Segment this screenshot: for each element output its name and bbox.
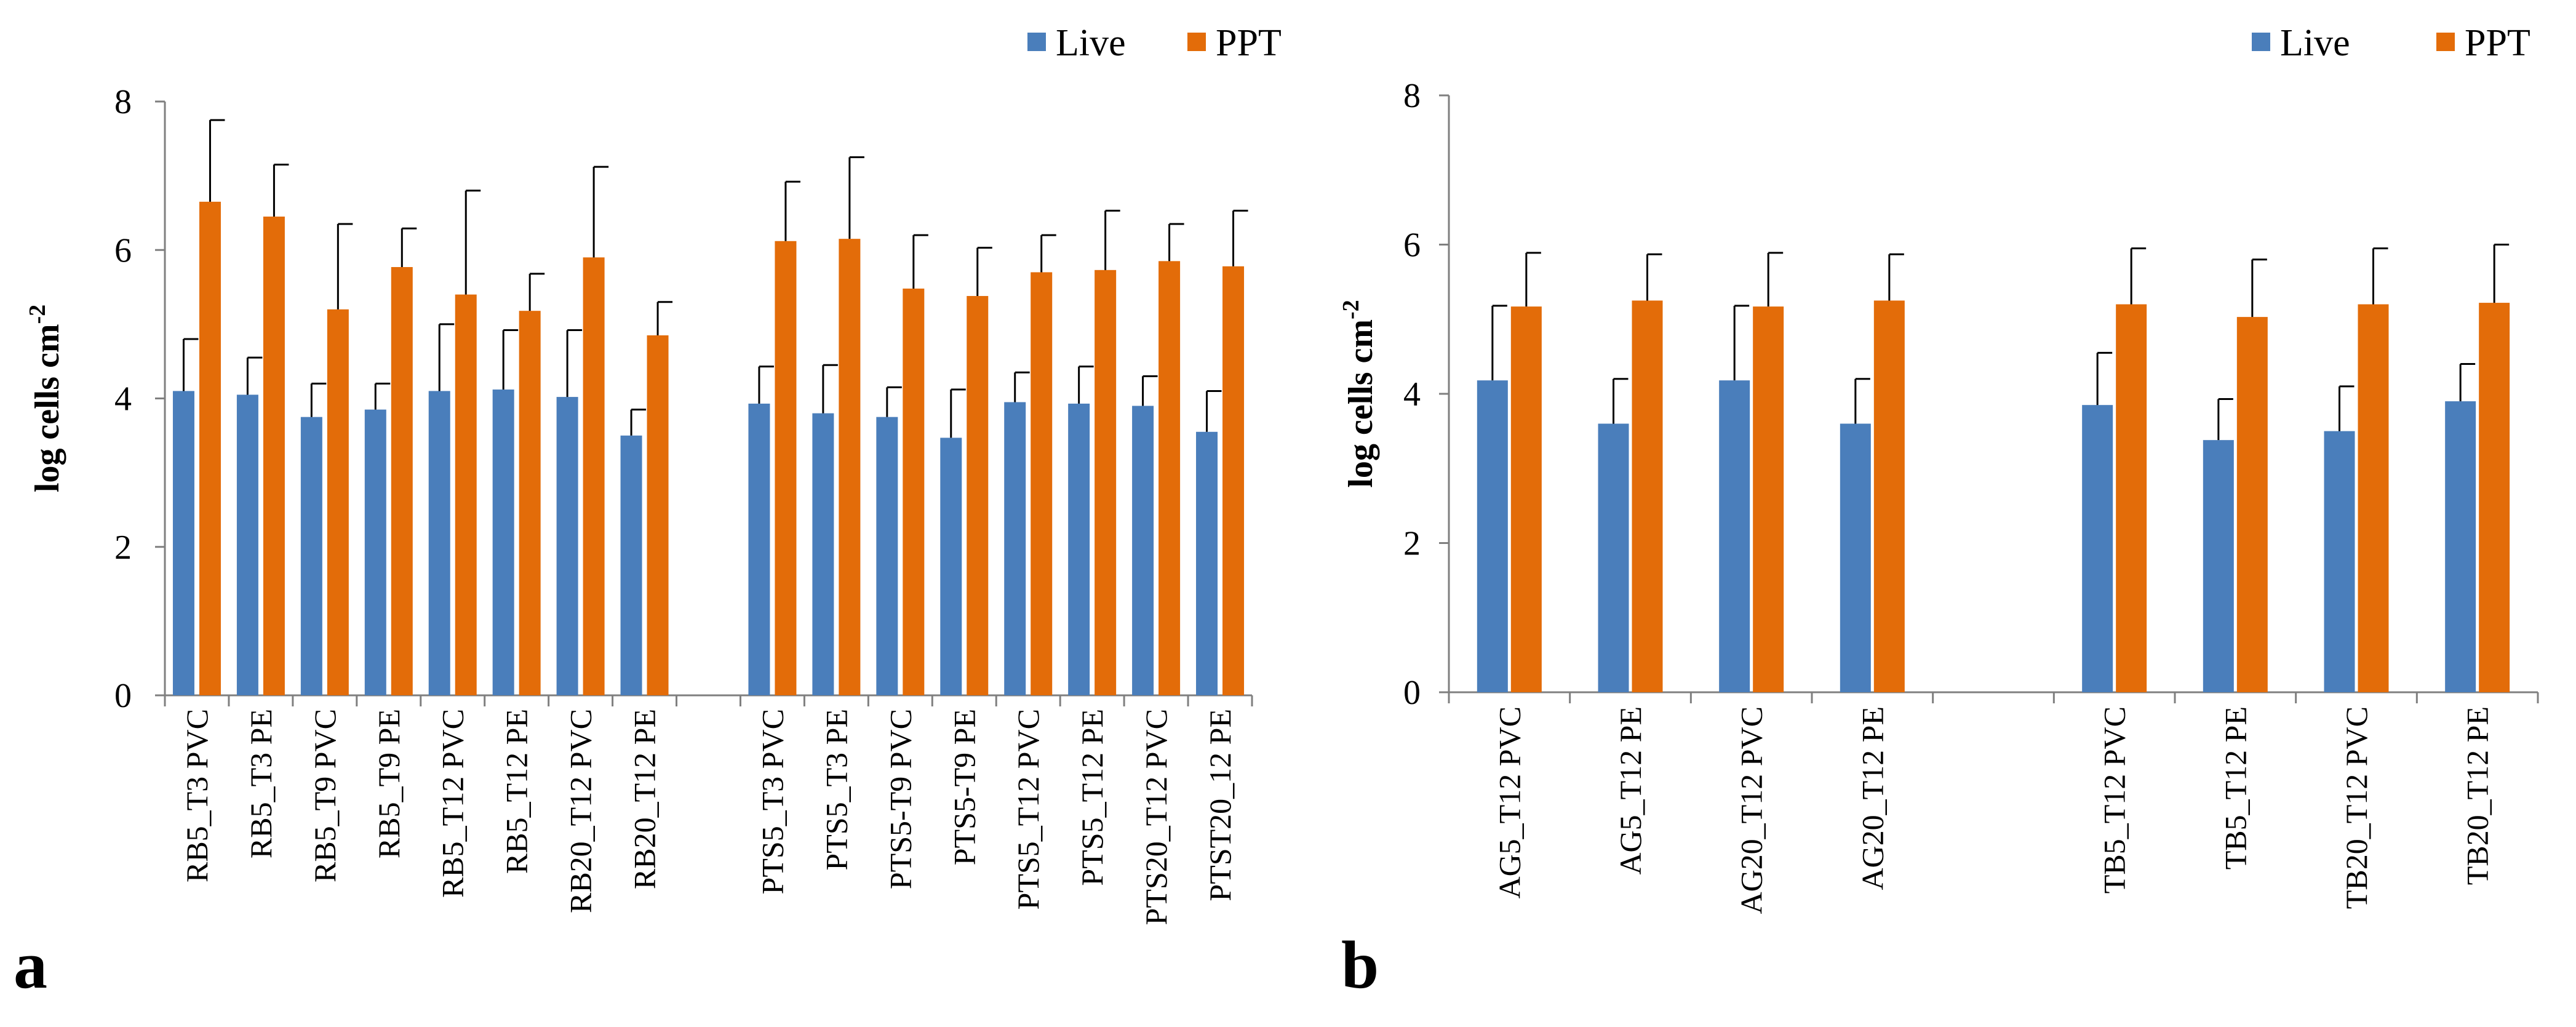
x-tick-label-ptst20-12-pe: PTST20_12 PE [1203,709,1237,901]
bar-live-tb5-t12-pe [2203,440,2234,692]
bar-ppt-ag20-t12-pvc [1753,306,1784,692]
x-tick-label-pts20-t12-pvc: PTS20_T12 PVC [1139,709,1173,925]
x-tick-label-rb5-t12-pe: RB5_T12 PE [500,709,534,874]
bar-live-rb5-t9-pvc [300,417,322,695]
y-tick-label: 8 [114,83,132,121]
y-axis-label: log cells cm-2 [25,305,66,492]
bar-live-pts5-t12-pvc [1004,402,1026,695]
bar-live-rb5-t3-pe [236,394,258,695]
bar-live-rb5-t9-pe [364,409,386,695]
x-tick-label-tb5-t12-pvc: TB5_T12 PVC [2097,706,2132,893]
bar-live-ag20-t12-pvc [1719,380,1750,692]
bar-ppt-pts5-t9-pe [967,296,989,696]
y-tick-label: 0 [1403,674,1421,712]
x-tick-label-pts5-t9-pe: PTS5-T9 PE [947,709,981,865]
panel-label-b: b [1341,927,1379,1002]
bar-live-tb20-t12-pvc [2324,431,2355,692]
bar-ppt-rb20-t12-pe [647,335,669,695]
x-tick-label-rb5-t9-pvc: RB5_T9 PVC [308,709,342,882]
bar-live-ag5-t12-pe [1598,423,1629,692]
bar-live-pts20-t12-pvc [1132,406,1154,695]
legend-label-live: Live [2280,22,2350,64]
x-tick-label-tb20-t12-pvc: TB20_T12 PVC [2339,706,2374,909]
x-tick-label-rb5-t9-pe: RB5_T9 PE [372,709,406,858]
bar-ppt-rb20-t12-pvc [583,257,605,695]
bar-ppt-ag20-t12-pe [1873,300,1905,692]
bar-live-rb5-t12-pe [492,390,514,695]
legend-label-live: Live [1056,22,1126,64]
y-tick-label: 2 [114,529,132,567]
bar-live-tb20-t12-pe [2445,401,2476,692]
bar-ppt-tb5-t12-pvc [2116,304,2147,692]
bar-ppt-tb20-t12-pe [2479,303,2510,692]
bar-ppt-pts5-t9-pvc [903,288,925,696]
bar-ppt-pts5-t12-pe [1095,270,1117,696]
x-tick-label-rb20-t12-pvc: RB20_T12 PVC [564,709,598,913]
bar-live-rb20-t12-pe [620,435,642,695]
y-tick-label: 6 [114,231,132,270]
x-tick-label-rb20-t12-pe: RB20_T12 PE [628,709,662,889]
x-tick-label-ag5-t12-pe: AG5_T12 PE [1613,706,1648,875]
bar-ppt-ag5-t12-pvc [1510,306,1542,692]
bar-ppt-pts20-t12-pvc [1158,261,1181,695]
x-tick-label-pts5-t12-pvc: PTS5_T12 PVC [1011,709,1045,909]
bar-ppt-rb5-t9-pvc [327,309,349,695]
x-tick-label-tb20-t12-pe: TB20_T12 PE [2460,706,2495,885]
bar-live-rb5-t3-pvc [172,391,194,695]
bar-live-ag5-t12-pvc [1477,380,1508,692]
bar-live-pts5-t12-pe [1068,403,1090,695]
bar-live-ptst20-12-pe [1196,431,1218,695]
legend-swatch-live [1027,33,1046,51]
bar-ppt-tb5-t12-pe [2236,317,2268,692]
bar-live-rb20-t12-pvc [556,397,578,695]
x-tick-label-rb5-t3-pe: RB5_T3 PE [244,709,278,858]
x-tick-label-rb5-t3-pvc: RB5_T3 PVC [180,709,214,882]
chart-a: 0 2 4 6 8 log cells cm-2 RB5_T3 PVC RB5_T3 PE RB… [14,22,1282,1002]
panel-label-a: a [14,927,47,1002]
bar-live-ag20-t12-pe [1840,423,1871,692]
legend-swatch-ppt [1187,33,1206,51]
legend-label-ppt: PPT [2465,22,2530,64]
bar-ppt-ag5-t12-pe [1632,300,1663,692]
legend-label-ppt: PPT [1216,22,1282,64]
bar-ppt-pts5-t12-pvc [1031,272,1053,695]
chart-b: 0 2 4 6 8 log cells cm-2 AG5_T12 PVC AG5_T12 PE… [1338,22,2539,1002]
bar-live-pts5-t9-pe [940,438,962,695]
x-tick-label-rb5-t12-pvc: RB5_T12 PVC [436,709,470,898]
x-tick-label-ag5-t12-pvc: AG5_T12 PVC [1492,706,1526,899]
x-tick-label-ag20-t12-pvc: AG20_T12 PVC [1734,706,1769,914]
x-tick-label-ag20-t12-pe: AG20_T12 PE [1855,706,1889,890]
y-tick-label: 4 [114,380,132,418]
y-tick-label: 2 [1403,525,1421,563]
x-tick-label-pts5-t3-pvc: PTS5_T3 PVC [755,709,789,894]
bar-live-pts5-t3-pvc [748,403,770,695]
bar-ppt-rb5-t12-pvc [455,294,477,695]
y-axis-label: log cells cm-2 [1338,300,1380,487]
bar-ppt-rb5-t3-pvc [199,201,221,695]
bar-ppt-rb5-t12-pe [519,311,541,696]
bar-ppt-pts5-t3-pvc [775,241,797,695]
legend-swatch-live [2252,33,2270,51]
bar-live-pts5-t3-pe [812,413,834,695]
x-tick-label-tb5-t12-pe: TB5_T12 PE [2218,706,2252,869]
y-tick-label: 4 [1403,375,1421,414]
y-tick-label: 0 [114,677,132,715]
bar-live-pts5-t9-pvc [876,417,898,695]
x-tick-label-pts5-t12-pe: PTS5_T12 PE [1075,709,1109,886]
bar-live-rb5-t12-pvc [428,391,450,695]
x-tick-label-pts5-t3-pe: PTS5_T3 PE [819,709,853,871]
x-tick-label-pts5-t9-pvc: PTS5-T9 PVC [883,709,917,889]
bar-live-tb5-t12-pvc [2082,405,2113,692]
y-tick-label: 8 [1403,77,1421,115]
bar-ppt-tb20-t12-pvc [2358,304,2389,692]
y-tick-label: 6 [1403,226,1421,265]
bar-ppt-ptst20-12-pe [1222,266,1245,696]
bar-ppt-rb5-t9-pe [391,266,413,695]
bar-ppt-pts5-t3-pe [839,239,861,695]
bar-ppt-rb5-t3-pe [263,216,285,695]
legend-swatch-ppt [2436,33,2455,51]
